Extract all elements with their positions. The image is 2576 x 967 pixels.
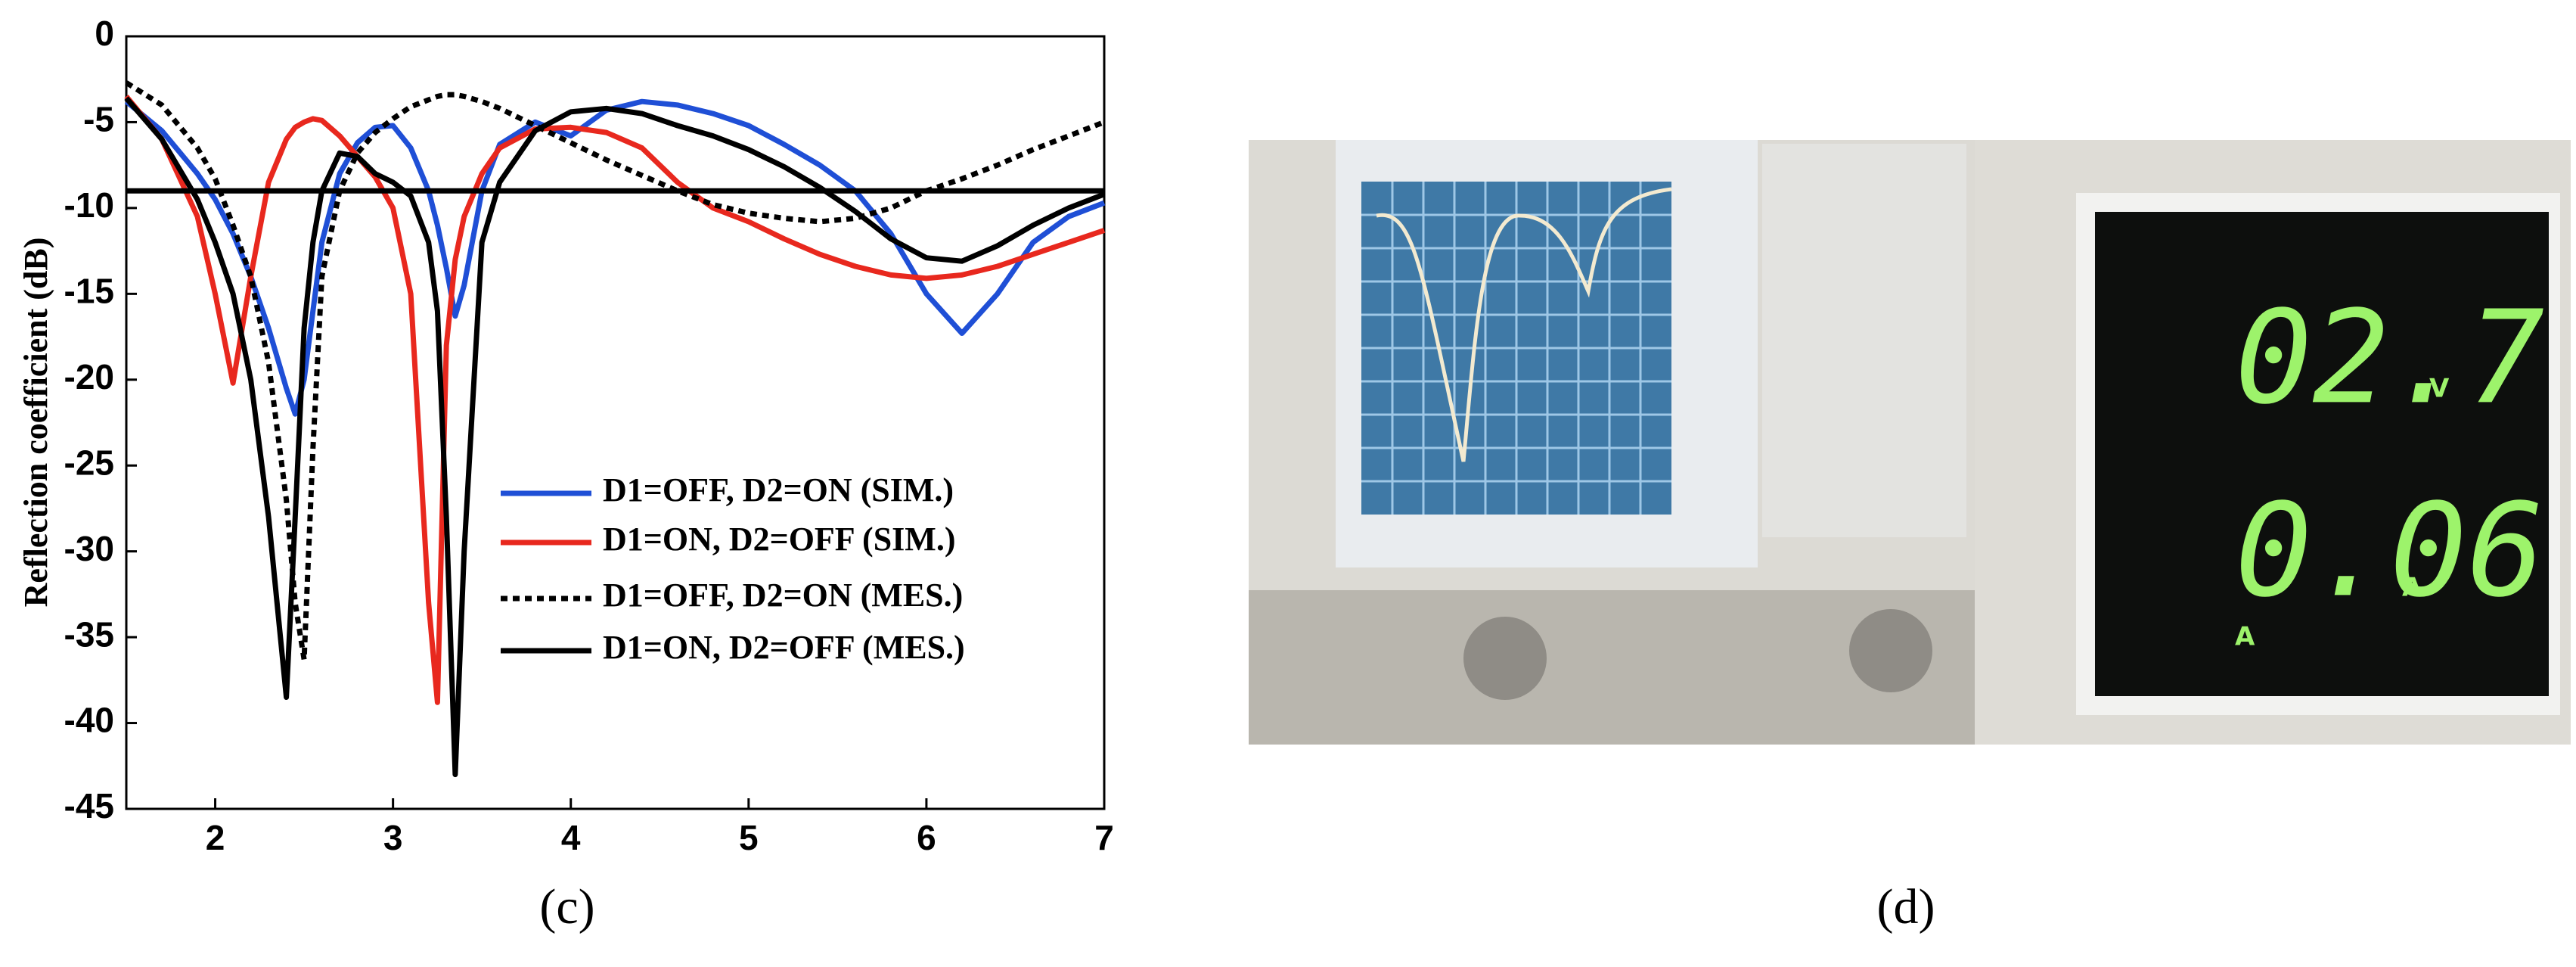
y-tick-label: -40 (64, 701, 114, 740)
series-line (125, 80, 1106, 663)
current-readout: 0.06 (2235, 476, 2544, 626)
port (1463, 617, 1547, 700)
legend-label: D1=ON, D2=OFF (SIM.) (603, 521, 955, 558)
y-tick-label: -35 (64, 614, 114, 654)
caption: (d) (1877, 879, 1935, 934)
screen-trace (1376, 187, 1672, 462)
y-axis-label: Reflection coefficient (dB) (17, 238, 54, 608)
y-tick-label: -15 (64, 271, 114, 310)
y-tick-label: 0 (95, 14, 114, 53)
legend-label: D1=OFF, D2=ON (MES.) (603, 577, 963, 614)
x-tick-label: 7 (1094, 818, 1114, 857)
plot-area (125, 35, 1106, 810)
series-line (124, 98, 1106, 417)
screen-grid (1361, 182, 1671, 515)
y-tick-label: -45 (64, 786, 114, 826)
voltage-readout: 02.7 (2235, 283, 2544, 433)
x-tick-label: 5 (739, 818, 759, 857)
caption: (c) (539, 879, 594, 934)
unit-label: V (2429, 374, 2450, 404)
y-tick-label: -10 (64, 185, 114, 225)
unit-label: A (2235, 622, 2255, 652)
y-tick-label: -5 (83, 100, 114, 139)
x-tick-label: 6 (917, 818, 936, 857)
photo (1249, 140, 2571, 745)
legend-label: D1=ON, D2=OFF (MES.) (603, 629, 965, 666)
series-line (124, 96, 1106, 778)
legend-label: D1=OFF, D2=ON (SIM.) (603, 471, 954, 508)
x-tick-label: 2 (206, 818, 225, 857)
y-tick-label: -20 (64, 357, 114, 396)
y-tick-label: -30 (64, 529, 114, 568)
x-tick-label: 4 (561, 818, 581, 857)
y-tick-label: -25 (64, 443, 114, 482)
unit-label: A (2402, 573, 2422, 603)
keypad (1762, 144, 1966, 537)
series-line (124, 95, 1106, 705)
x-tick-label: 3 (383, 818, 403, 857)
port (1849, 609, 1932, 692)
meter-display (2095, 212, 2549, 696)
